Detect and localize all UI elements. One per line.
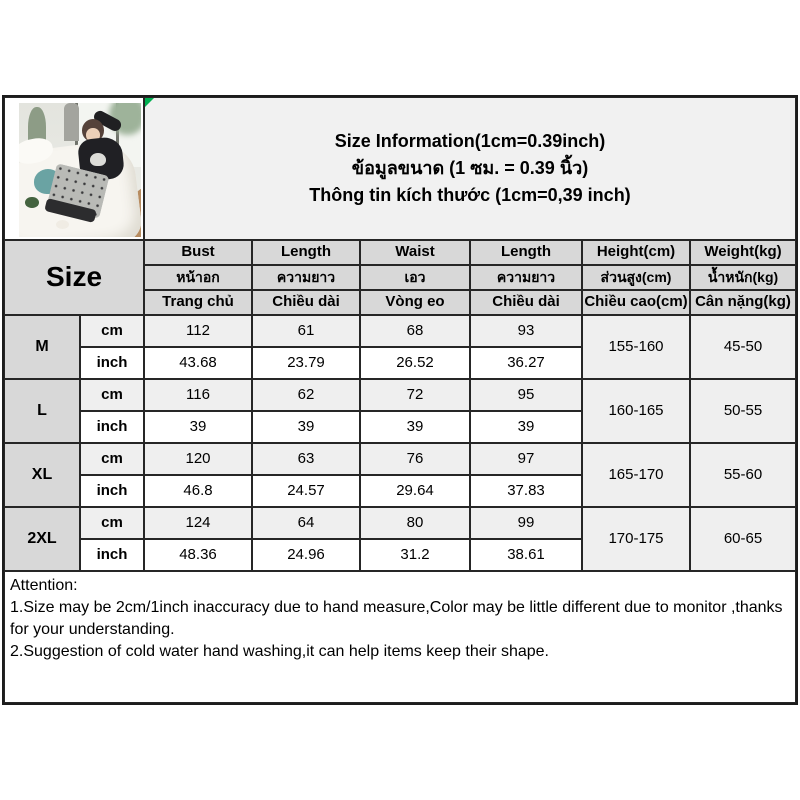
m-cm-bust: 112 (144, 315, 252, 347)
unit-cm: cm (80, 507, 144, 539)
size-chart-table: Size Information(1cm=0.39inch) ข้อมูลขนา… (2, 95, 798, 705)
col-header-weight-vi: Cân nặng(kg) (690, 290, 796, 315)
2xl-cm-waist: 80 (360, 507, 470, 539)
col-header-waist-th: เอว (360, 265, 470, 290)
xl-cm-waist: 76 (360, 443, 470, 475)
attention-heading: Attention: (10, 577, 78, 594)
size-header: Size (4, 240, 144, 315)
m-inch-waist: 26.52 (360, 347, 470, 379)
photo-cup (25, 196, 39, 208)
m-weight: 45-50 (690, 315, 796, 379)
col-header-bust-th: หน้าอก (144, 265, 252, 290)
unit-cm: cm (80, 443, 144, 475)
l-inch-length2: 39 (470, 411, 582, 443)
unit-cm: cm (80, 315, 144, 347)
2xl-inch-length2: 38.61 (470, 539, 582, 571)
l-cm-bust: 116 (144, 379, 252, 411)
product-photo-cell (4, 97, 144, 240)
unit-inch: inch (80, 539, 144, 571)
col-header-height-en: Height(cm) (582, 240, 690, 265)
xl-cm-length: 63 (252, 443, 360, 475)
xl-inch-waist: 29.64 (360, 475, 470, 507)
2xl-cm-bust: 124 (144, 507, 252, 539)
m-inch-length2: 36.27 (470, 347, 582, 379)
2xl-weight: 60-65 (690, 507, 796, 571)
m-inch-bust: 43.68 (144, 347, 252, 379)
photo-sweater-graphic (89, 152, 106, 166)
photo-window-frame (116, 103, 120, 168)
col-header-length2-vi: Chiều dài (470, 290, 582, 315)
2xl-inch-waist: 31.2 (360, 539, 470, 571)
photo-pillar (64, 103, 79, 141)
xl-height: 165-170 (582, 443, 690, 507)
attention-notes: Attention: 1.Size may be 2cm/1inch inacc… (4, 571, 796, 703)
unit-cm: cm (80, 379, 144, 411)
m-height: 155-160 (582, 315, 690, 379)
l-cm-waist: 72 (360, 379, 470, 411)
m-cm-length2: 93 (470, 315, 582, 347)
2xl-height: 170-175 (582, 507, 690, 571)
unit-inch: inch (80, 475, 144, 507)
size-info-title: Size Information(1cm=0.39inch) ข้อมูลขนา… (144, 97, 796, 240)
m-inch-length: 23.79 (252, 347, 360, 379)
col-header-waist-vi: Vòng eo (360, 290, 470, 315)
excel-flag-icon (145, 98, 154, 107)
col-header-weight-en: Weight(kg) (690, 240, 796, 265)
col-header-length-th: ความยาว (252, 265, 360, 290)
l-inch-waist: 39 (360, 411, 470, 443)
attention-note-1: 1.Size may be 2cm/1inch inaccuracy due t… (10, 599, 783, 638)
size-label-xl: XL (4, 443, 80, 507)
col-header-length-vi: Chiều dài (252, 290, 360, 315)
col-header-length-en: Length (252, 240, 360, 265)
col-header-height-vi: Chiều cao(cm) (582, 290, 690, 315)
l-cm-length: 62 (252, 379, 360, 411)
xl-inch-bust: 46.8 (144, 475, 252, 507)
col-header-height-th: ส่วนสูง(cm) (582, 265, 690, 290)
l-height: 160-165 (582, 379, 690, 443)
product-photo (19, 103, 141, 237)
m-cm-length: 61 (252, 315, 360, 347)
xl-inch-length2: 37.83 (470, 475, 582, 507)
col-header-bust-vi: Trang chủ (144, 290, 252, 315)
col-header-weight-th: น้ำหนัก(kg) (690, 265, 796, 290)
2xl-inch-length: 24.96 (252, 539, 360, 571)
col-header-waist-en: Waist (360, 240, 470, 265)
m-cm-waist: 68 (360, 315, 470, 347)
unit-inch: inch (80, 347, 144, 379)
unit-inch: inch (80, 411, 144, 443)
l-inch-bust: 39 (144, 411, 252, 443)
2xl-inch-bust: 48.36 (144, 539, 252, 571)
xl-inch-length: 24.57 (252, 475, 360, 507)
size-label-l: L (4, 379, 80, 443)
attention-note-2: 2.Suggestion of cold water hand washing,… (10, 643, 549, 660)
title-line-en: Size Information(1cm=0.39inch) (334, 131, 606, 151)
size-label-2xl: 2XL (4, 507, 80, 571)
l-cm-length2: 95 (470, 379, 582, 411)
xl-cm-bust: 120 (144, 443, 252, 475)
title-line-vi: Thông tin kích thước (1cm=0,39 inch) (309, 185, 631, 205)
col-header-bust-en: Bust (144, 240, 252, 265)
l-weight: 50-55 (690, 379, 796, 443)
photo-model-foot (55, 219, 69, 229)
xl-weight: 55-60 (690, 443, 796, 507)
col-header-length2-th: ความยาว (470, 265, 582, 290)
size-label-m: M (4, 315, 80, 379)
xl-cm-length2: 97 (470, 443, 582, 475)
2xl-cm-length: 64 (252, 507, 360, 539)
2xl-cm-length2: 99 (470, 507, 582, 539)
title-line-th: ข้อมูลขนาด (1 ซม. = 0.39 นิ้ว) (351, 158, 589, 178)
l-inch-length: 39 (252, 411, 360, 443)
col-header-length2-en: Length (470, 240, 582, 265)
